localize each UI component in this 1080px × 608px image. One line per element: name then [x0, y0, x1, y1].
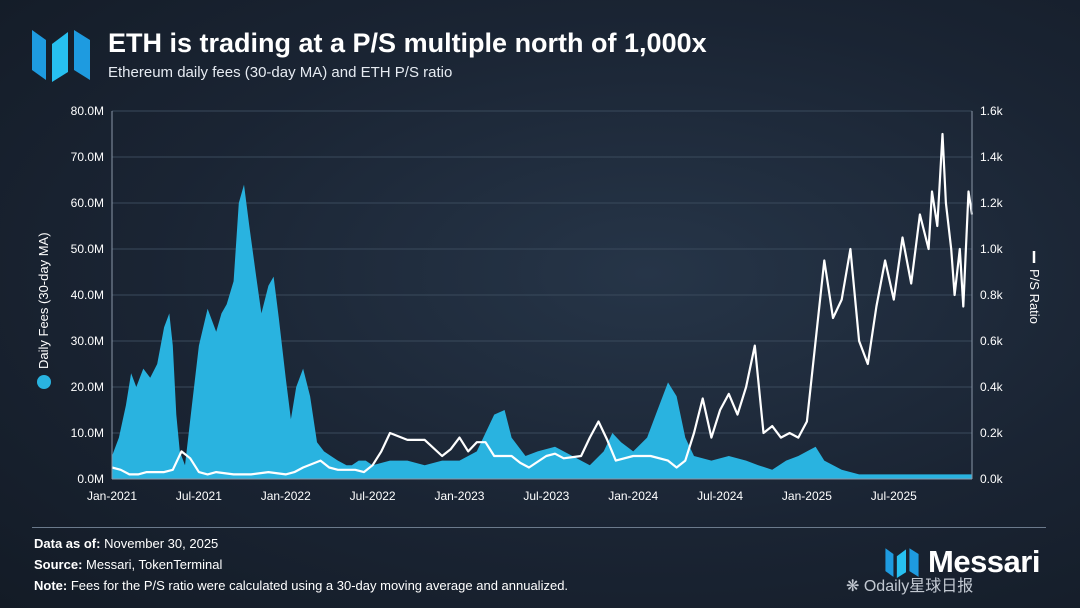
messari-brand: Messari: [884, 544, 1040, 580]
left-axis-label: Daily Fees (30-day MA): [36, 232, 51, 369]
x-tick-label: Jan-2023: [434, 489, 484, 503]
y-left-tick-label: 50.0M: [71, 242, 104, 256]
y-left-tick-label: 0.0M: [77, 472, 104, 486]
x-tick-label: Jan-2021: [87, 489, 137, 503]
x-tick-label: Jan-2024: [608, 489, 658, 503]
chart-plot: 0.0M 0.0k 10.0M 0.2k 20.0M 0.4k 30.0M 0.6k 40.0M…: [36, 104, 1042, 503]
y-right-tick-label: 0.4k: [980, 380, 1004, 394]
right-axis-label: P/S Ratio: [1027, 269, 1042, 324]
y-right-tick-label: 0.6k: [980, 334, 1004, 348]
axes: 0.0M 0.0k 10.0M 0.2k 20.0M 0.4k 30.0M 0.6k 40.0M…: [71, 104, 1004, 503]
y-right-tick-label: 1.2k: [980, 196, 1004, 210]
x-tick-label: Jan-2022: [261, 489, 311, 503]
y-left-tick-label: 80.0M: [71, 104, 104, 118]
chart-subtitle: Ethereum daily fees (30-day MA) and ETH …: [108, 64, 453, 81]
x-tick-label: Jul-2022: [350, 489, 396, 503]
y-right-tick-label: 1.6k: [980, 104, 1004, 118]
footer-source: Source: Messari, TokenTerminal: [34, 557, 223, 572]
x-tick-label: Jan-2025: [782, 489, 832, 503]
x-tick-label: Jul-2021: [176, 489, 222, 503]
footer-divider: [32, 527, 1046, 528]
x-tick-label: Jul-2023: [523, 489, 569, 503]
chart-title: ETH is trading at a P/S multiple north o…: [108, 28, 707, 58]
watermark: ❋ Odaily星球日报: [846, 578, 974, 595]
messari-logo-icon: [32, 30, 90, 82]
y-left-tick-label: 70.0M: [71, 150, 104, 164]
y-right-tick-label: 1.4k: [980, 150, 1004, 164]
y-left-tick-label: 10.0M: [71, 426, 104, 440]
fees-area: [112, 184, 972, 479]
footer-note: Note: Fees for the P/S ratio were calcul…: [34, 578, 569, 593]
x-tick-label: Jul-2024: [697, 489, 743, 503]
watermark-icon: ❋: [846, 578, 864, 595]
footer-data-date: Data as of: November 30, 2025: [34, 536, 219, 551]
fees-legend-swatch: [37, 375, 51, 389]
brand-name: Messari: [928, 544, 1040, 579]
y-right-tick-label: 1.0k: [980, 242, 1004, 256]
y-left-tick-label: 20.0M: [71, 380, 104, 394]
y-left-tick-label: 60.0M: [71, 196, 104, 210]
messari-brand-icon: [885, 548, 919, 578]
y-right-tick-label: 0.0k: [980, 472, 1004, 486]
left-axis-legend: Daily Fees (30-day MA): [36, 232, 51, 389]
y-left-tick-label: 40.0M: [71, 288, 104, 302]
y-left-tick-label: 30.0M: [71, 334, 104, 348]
y-right-tick-label: 0.8k: [980, 288, 1004, 302]
right-axis-legend: P/S Ratio: [1027, 251, 1042, 324]
y-right-tick-label: 0.2k: [980, 426, 1004, 440]
x-tick-label: Jul-2025: [871, 489, 917, 503]
ps-ratio-line: [111, 132, 974, 476]
